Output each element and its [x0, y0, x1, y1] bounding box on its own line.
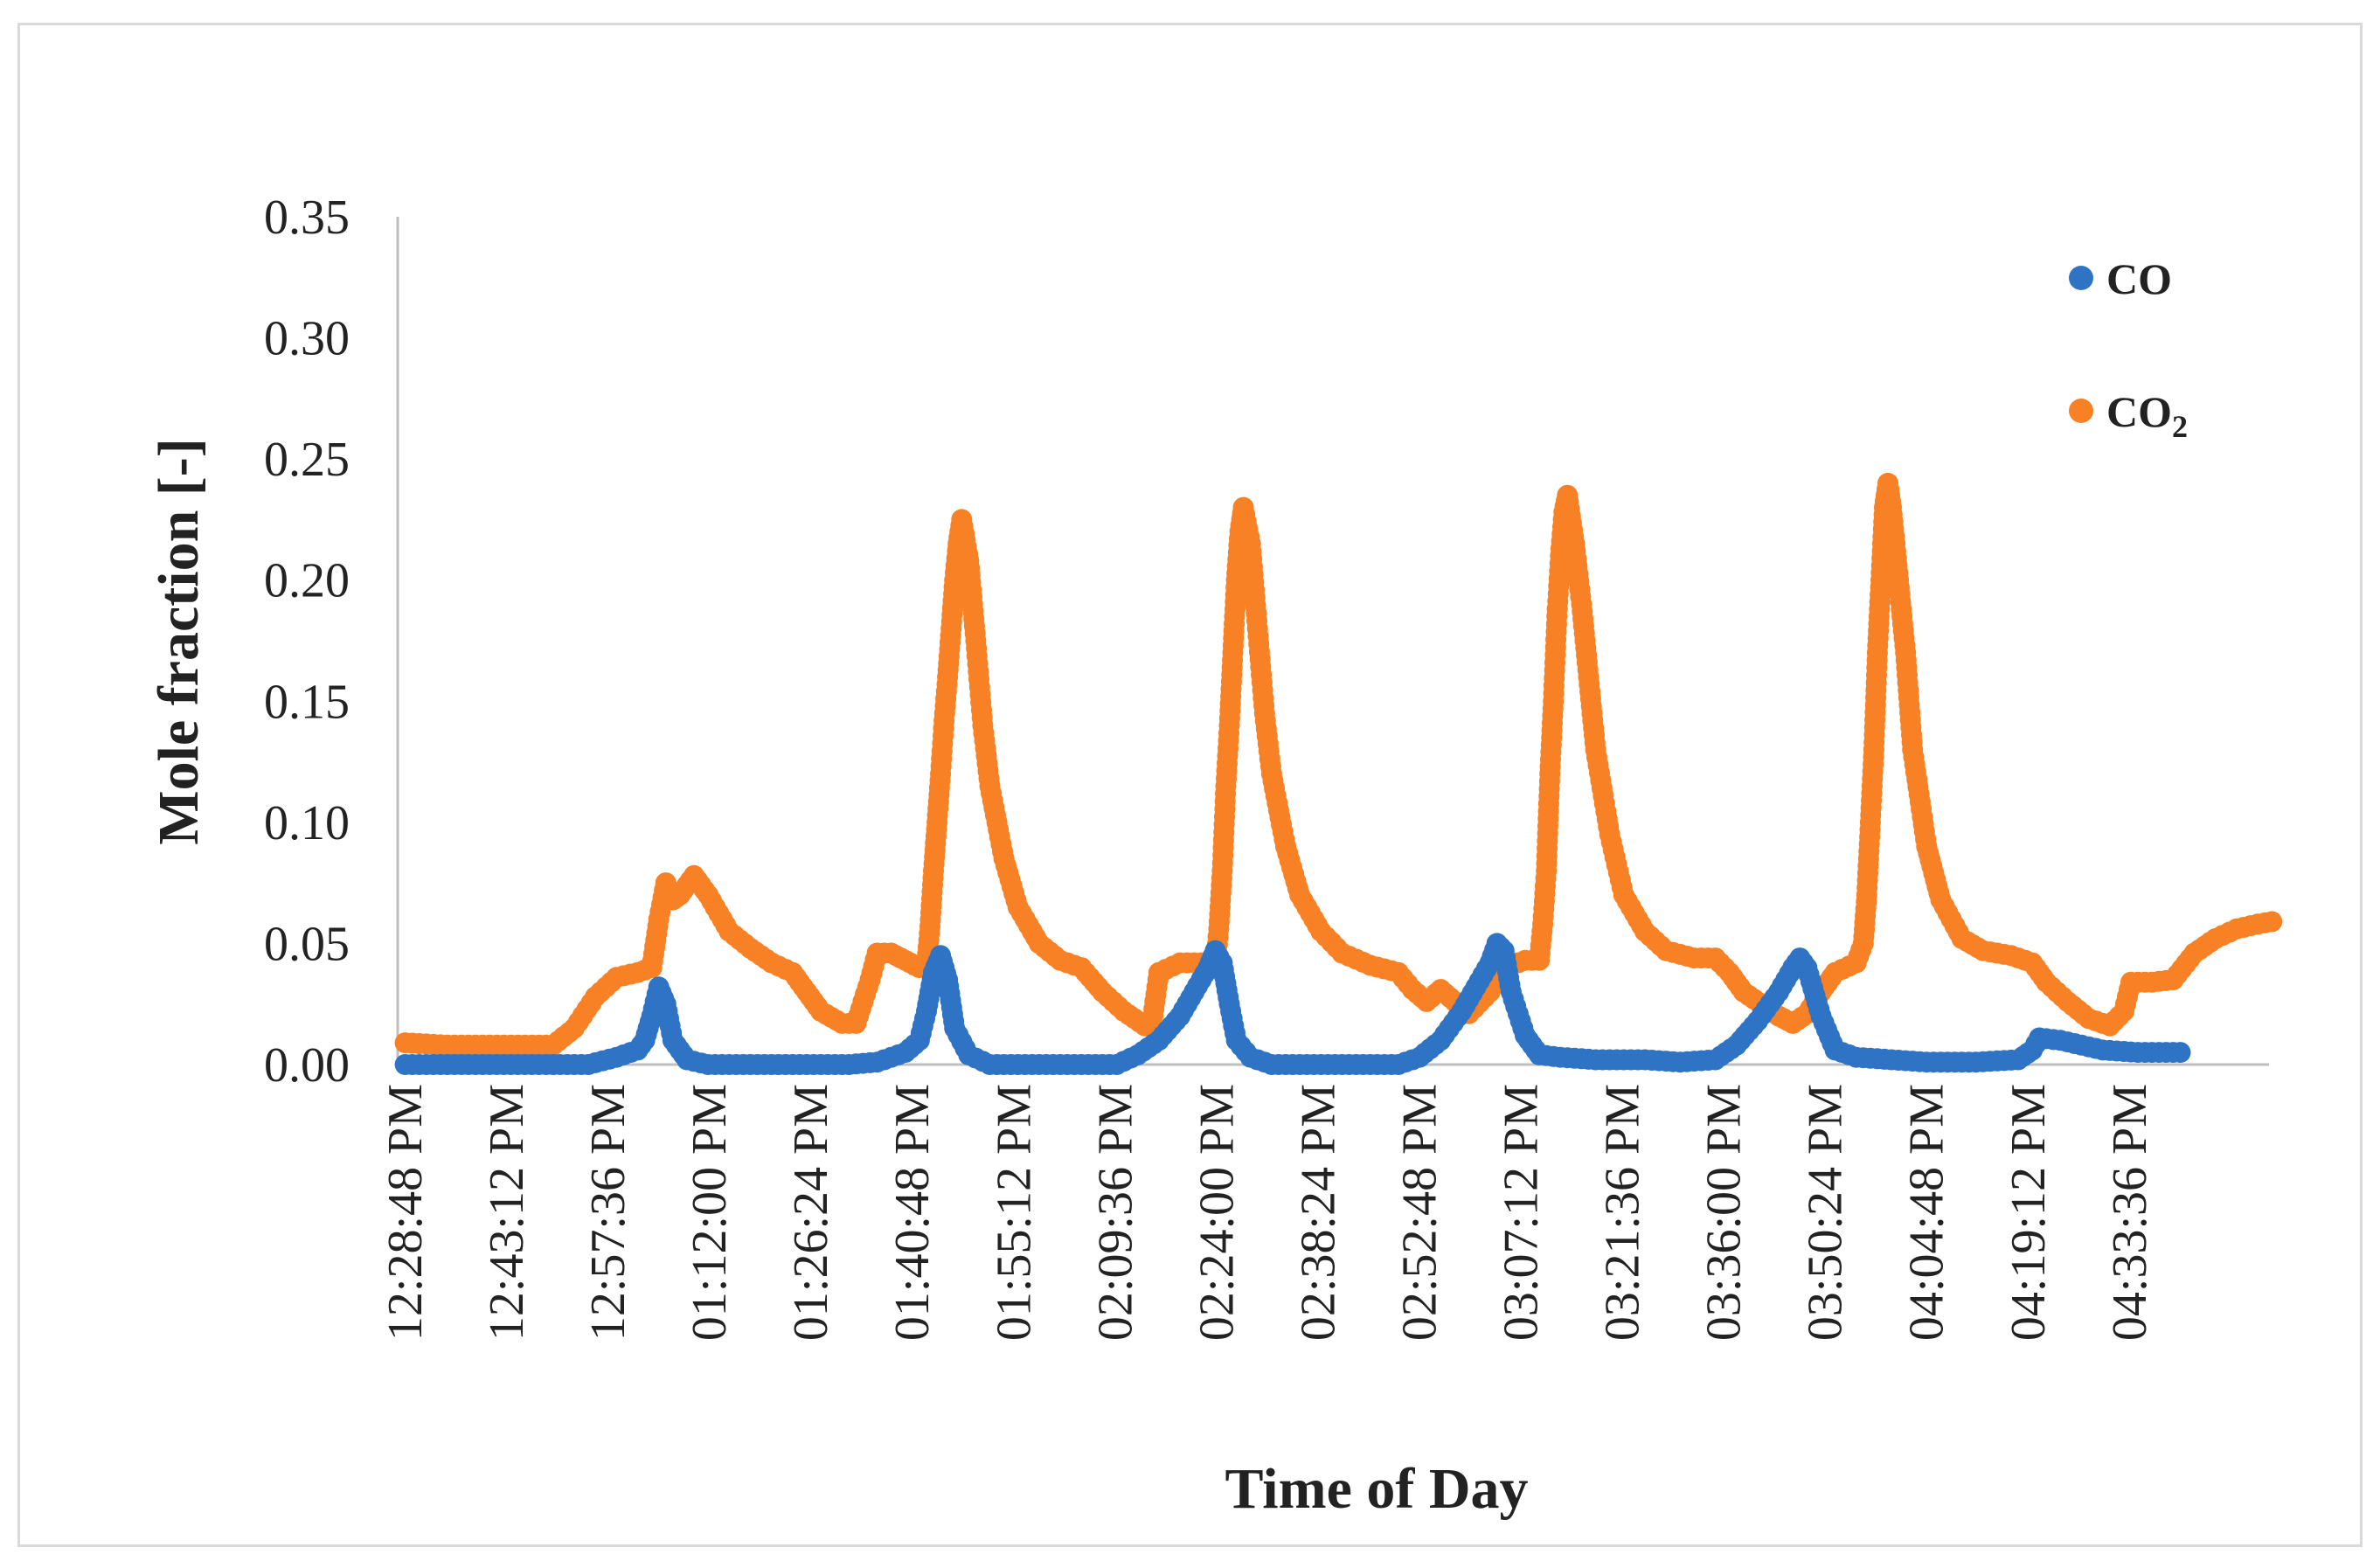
series-co2: [394, 472, 2283, 1056]
series-layer: [394, 472, 2283, 1075]
y-axis-title: Mole fraction [-]: [147, 438, 211, 844]
legend-marker: [2069, 266, 2093, 290]
x-tick-label: 03:50:24 PM: [1799, 1084, 1853, 1341]
x-tick-label: 03:36:00 PM: [1697, 1084, 1752, 1341]
legend-marker: [2069, 399, 2093, 423]
y-tick-label: 0.30: [264, 312, 350, 366]
chart-frame: [17, 23, 2363, 1547]
x-axis-title: Time of Day: [1225, 1457, 1528, 1521]
x-tick-label: 02:52:48 PM: [1392, 1084, 1447, 1341]
y-tick-label: 0.05: [264, 917, 350, 971]
y-tick-label: 0.20: [264, 554, 350, 608]
y-tick-labels: 0.00 0.05 0.10 0.15 0.20 0.25 0.30 0.35: [264, 191, 350, 1093]
x-tick-label: 03:07:12 PM: [1495, 1084, 1549, 1341]
legend-label: CO: [2106, 254, 2172, 303]
x-tick-label: 04:04:48 PM: [1900, 1084, 1954, 1341]
legend-item-co2: CO2: [2069, 387, 2188, 444]
legend-item-co: CO: [2069, 254, 2172, 303]
x-tick-label: 04:19:12 PM: [2002, 1084, 2056, 1341]
series-co: [394, 933, 2191, 1075]
x-tick-label: 12:28:48 PM: [378, 1084, 433, 1341]
y-tick-label: 0.10: [264, 796, 350, 850]
x-tick-label: 12:57:36 PM: [581, 1084, 635, 1341]
x-tick-label: 12:43:12 PM: [480, 1084, 534, 1341]
x-tick-label: 01:12:00 PM: [683, 1084, 737, 1341]
x-tick-labels: 12:28:48 PM 12:43:12 PM 12:57:36 PM 01:12:0…: [378, 1084, 2157, 1341]
x-tick-label: 01:40:48 PM: [885, 1084, 940, 1341]
x-tick-label: 02:24:00 PM: [1190, 1084, 1244, 1341]
x-tick-label: 02:38:24 PM: [1291, 1084, 1345, 1341]
x-tick-label: 03:21:36 PM: [1596, 1084, 1650, 1341]
data-point: [2169, 1042, 2191, 1064]
legend-label: CO2: [2106, 387, 2188, 444]
x-tick-label: 01:26:24 PM: [784, 1084, 838, 1341]
y-tick-label: 0.15: [264, 675, 350, 729]
y-tick-label: 0.35: [264, 191, 350, 245]
legend: CO CO2: [2069, 254, 2188, 444]
legend-subscript: 2: [2172, 409, 2188, 444]
x-tick-label: 02:09:36 PM: [1088, 1084, 1142, 1341]
x-tick-label: 01:55:12 PM: [987, 1084, 1041, 1341]
data-point: [2261, 911, 2283, 933]
y-tick-label: 0.00: [264, 1038, 350, 1093]
y-tick-label: 0.25: [264, 433, 350, 487]
x-tick-label: 04:33:36 PM: [2103, 1084, 2157, 1341]
